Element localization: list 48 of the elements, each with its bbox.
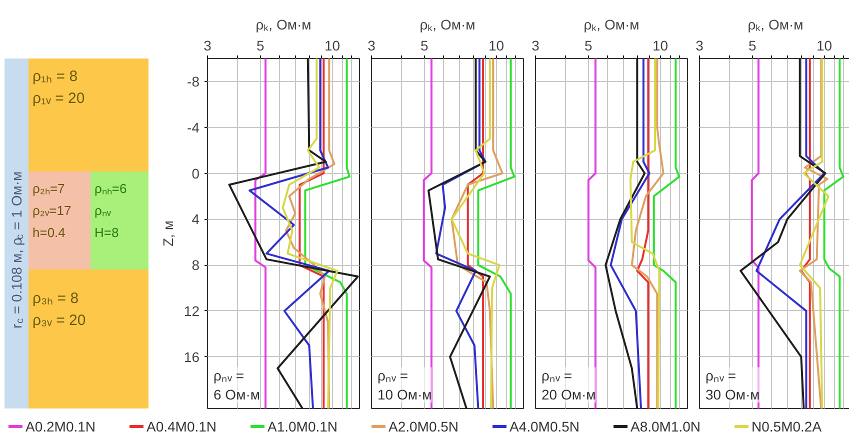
x-tick-label: 10 bbox=[652, 38, 668, 54]
line-series bbox=[304, 58, 350, 408]
y-tick-label: -8 bbox=[187, 73, 200, 90]
x-tick-label: 5 bbox=[748, 38, 757, 54]
text: ρₙᵥ bbox=[94, 203, 112, 218]
y-tick-label: 12 bbox=[184, 302, 200, 319]
x-tick-label: 5 bbox=[420, 38, 429, 54]
y-tick-label: 8 bbox=[192, 257, 200, 274]
x-tick-label: 3 bbox=[532, 38, 540, 54]
legend-label: N0.5M0.2A bbox=[752, 418, 822, 434]
legend-label: A1.0M0.1N bbox=[268, 418, 338, 434]
x-tick-label: 10 bbox=[816, 38, 832, 54]
annotation: ρₙᵥ = 10 Ом·м bbox=[378, 367, 432, 402]
x-tick-label: 3 bbox=[368, 38, 376, 54]
legend-label: A0.2M0.1N bbox=[26, 418, 96, 434]
text: rc = 0.108 м, ρc = 1 Ом·м bbox=[8, 171, 26, 328]
y-tick-label: 0 bbox=[192, 165, 200, 182]
text: ρₙₕ=6 bbox=[94, 181, 127, 196]
legend-label: A4.0M0.5N bbox=[510, 418, 580, 434]
text: ρ₁ᵥ = 20 bbox=[32, 90, 85, 107]
line-series bbox=[298, 58, 325, 408]
annotation: ρₙᵥ = 6 Ом·м bbox=[214, 367, 260, 402]
text: ρ₂ₕ=7 bbox=[32, 181, 65, 196]
x-tick-label: 10 bbox=[488, 38, 504, 54]
text: h=0.4 bbox=[32, 225, 66, 240]
text: ρ₁ₕ = 8 bbox=[32, 68, 78, 85]
text: ρ₃ₕ = 8 bbox=[32, 290, 79, 307]
y-axis-title: Z, м bbox=[160, 220, 176, 246]
x-axis-title: ρₖ, Ом·м bbox=[748, 16, 804, 32]
annotation: ρₙᵥ = 20 Ом·м bbox=[542, 367, 596, 402]
x-axis-title: ρₖ, Ом·м bbox=[584, 16, 640, 32]
y-tick-label: -4 bbox=[187, 119, 200, 136]
annotation: ρₙᵥ = 30 Ом·м bbox=[706, 367, 760, 402]
x-axis-title: ρₖ, Ом·м bbox=[256, 16, 312, 32]
x-tick-label: 5 bbox=[584, 38, 593, 54]
x-tick-label: 10 bbox=[324, 38, 340, 54]
x-tick-label: 5 bbox=[256, 38, 265, 54]
legend-label: A8.0M1.0N bbox=[630, 418, 701, 434]
legend-label: A0.4M0.1N bbox=[146, 418, 217, 434]
legend-label: A2.0M0.5N bbox=[388, 418, 459, 434]
text: H=8 bbox=[94, 225, 119, 240]
y-tick-label: 16 bbox=[184, 348, 200, 365]
x-axis-title: ρₖ, Ом·м bbox=[420, 16, 476, 32]
y-tick-label: 4 bbox=[192, 211, 200, 228]
text: ρ₂ᵥ=17 bbox=[32, 203, 72, 218]
text: ρ₃ᵥ = 20 bbox=[32, 312, 86, 329]
x-tick-label: 3 bbox=[696, 38, 704, 54]
x-tick-label: 3 bbox=[204, 38, 212, 54]
